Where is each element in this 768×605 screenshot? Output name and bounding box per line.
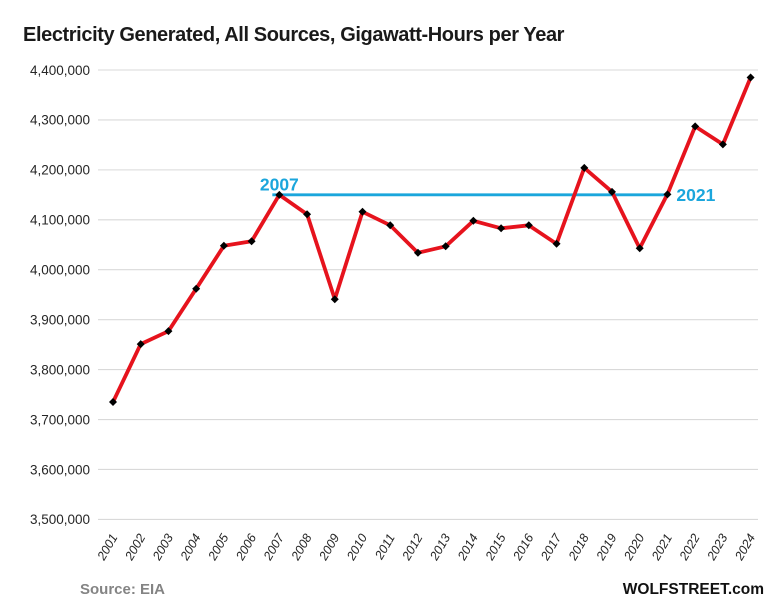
y-tick-label: 3,600,000: [30, 462, 90, 477]
y-tick-label: 3,500,000: [30, 512, 90, 527]
x-tick-label: 2016: [510, 531, 537, 563]
data-point-marker: [219, 241, 228, 250]
data-point-marker: [386, 221, 395, 230]
data-point-marker: [607, 187, 616, 196]
x-tick-label: 2015: [482, 531, 509, 563]
data-point-marker: [691, 122, 700, 131]
x-tick-label: 2017: [538, 531, 565, 564]
data-point-marker: [580, 163, 589, 172]
y-tick-label: 3,700,000: [30, 412, 90, 427]
data-point-marker: [524, 221, 533, 230]
y-tick-label: 3,900,000: [30, 312, 90, 327]
data-point-marker: [635, 244, 644, 253]
x-tick-label: 2007: [260, 531, 287, 564]
annotation-label-start: 2007: [260, 174, 299, 194]
data-point-marker: [164, 327, 173, 336]
x-tick-label: 2013: [427, 531, 454, 563]
data-point-marker: [497, 224, 506, 233]
data-point-marker: [109, 398, 117, 407]
x-tick-label: 2002: [122, 531, 149, 563]
data-point-marker: [303, 210, 312, 219]
y-tick-label: 4,000,000: [30, 263, 90, 278]
x-tick-label: 2024: [732, 531, 759, 563]
x-tick-label: 2014: [454, 531, 481, 563]
y-tick-label: 4,100,000: [30, 213, 90, 228]
source-note: Source: EIA: [80, 581, 166, 598]
data-point-marker: [413, 248, 422, 257]
x-tick-label: 2012: [399, 531, 426, 563]
x-tick-label: 2001: [94, 532, 121, 564]
data-point-marker: [358, 207, 367, 216]
data-point-marker: [552, 239, 561, 248]
y-tick-label: 4,300,000: [30, 113, 90, 128]
x-tick-label: 2019: [593, 531, 620, 563]
electricity-line-chart: 3,500,000 3,600,000 3,700,000 3,800,000 3,90…: [30, 63, 759, 564]
x-tick-label: 2021: [649, 532, 676, 564]
x-tick-label: 2010: [344, 531, 371, 563]
x-tick-label: 2020: [621, 531, 648, 563]
x-tick-label: 2023: [704, 531, 731, 563]
x-tick-label: 2011: [372, 532, 398, 563]
x-tick-label: 2008: [288, 531, 315, 563]
brand-wolfstreet: WOLFSTREET.com: [622, 581, 764, 598]
data-point-marker: [746, 73, 755, 82]
x-tick-label: 2005: [205, 531, 232, 563]
data-point-marker: [136, 340, 145, 349]
x-tick-label: 2003: [150, 531, 177, 563]
annotation-label-end: 2021: [676, 185, 715, 205]
series-line: [111, 75, 753, 404]
x-tick-label: 2022: [676, 531, 703, 563]
data-point-marker: [330, 295, 339, 304]
data-point-marker: [192, 284, 201, 293]
x-tick-label: 2018: [565, 531, 592, 563]
data-point-marker: [469, 216, 478, 225]
y-tick-label: 4,200,000: [30, 163, 90, 178]
data-point-marker: [275, 190, 284, 199]
x-tick-label: 2004: [177, 531, 204, 563]
data-point-marker: [663, 190, 672, 199]
data-point-marker: [247, 237, 256, 246]
chart-title: Electricity Generated, All Sources, Giga…: [23, 24, 565, 46]
x-tick-label: 2009: [316, 531, 343, 563]
data-point-marker: [441, 242, 450, 251]
data-point-marker: [718, 140, 727, 149]
y-tick-label: 4,400,000: [30, 63, 90, 78]
y-tick-label: 3,800,000: [30, 362, 90, 377]
x-tick-label: 2006: [233, 531, 260, 563]
